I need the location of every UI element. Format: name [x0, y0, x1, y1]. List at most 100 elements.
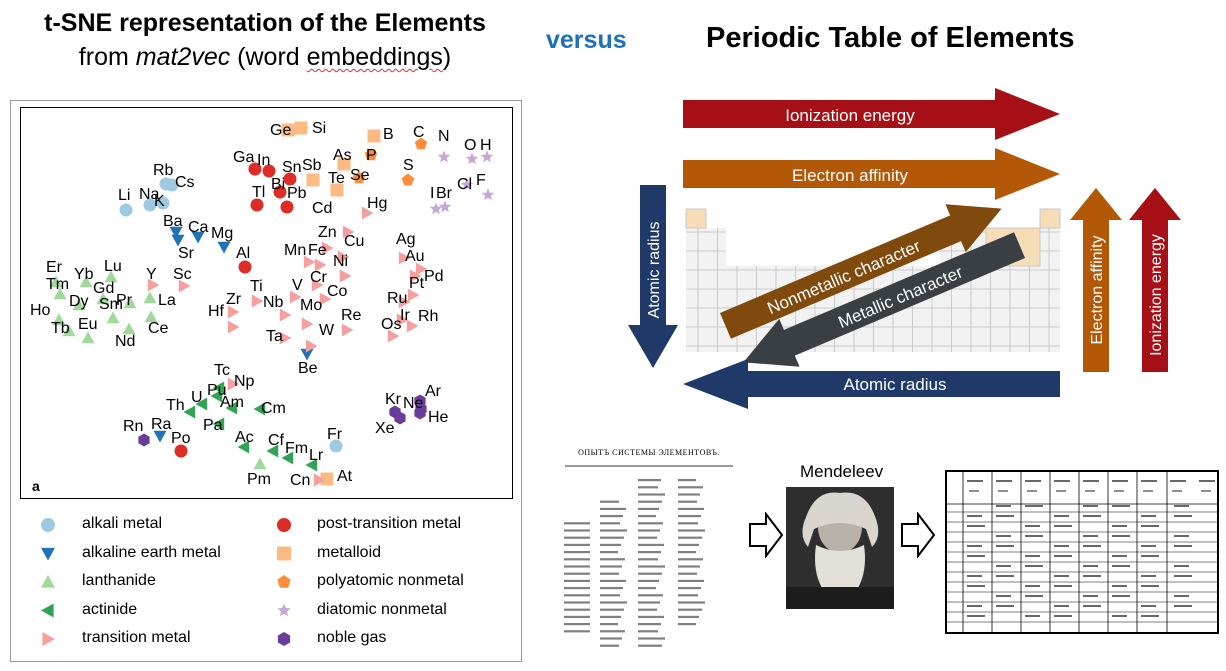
marker-fm — [281, 451, 294, 465]
marker-au — [415, 262, 428, 276]
marker-cn — [313, 473, 326, 487]
marker-er — [49, 275, 63, 288]
marker-po — [174, 444, 188, 458]
element-label-po: Po — [171, 430, 191, 447]
marker-ca — [191, 231, 205, 244]
element-label-eu: Eu — [78, 316, 98, 333]
title-mat2vec: mat2vec — [135, 43, 231, 71]
marker-li — [119, 203, 133, 217]
marker-eu — [81, 331, 95, 344]
element-label-re: Re — [341, 307, 362, 324]
marker-n — [437, 150, 451, 163]
marker-sb — [306, 173, 320, 187]
marker-fr — [329, 439, 343, 453]
element-label-ti: Ti — [250, 278, 263, 295]
element-label-cr: Cr — [310, 269, 327, 286]
marker-i — [429, 202, 443, 215]
marker-ta — [279, 331, 292, 345]
element-label-zn: Zn — [318, 224, 337, 241]
element-label-rn: Rn — [123, 418, 144, 435]
element-label-fm: Fm — [285, 440, 309, 457]
marker-ge — [281, 123, 295, 137]
marker-na — [143, 198, 157, 212]
element-label-np: Np — [234, 373, 255, 390]
marker-cf — [266, 444, 279, 458]
element-label-gd: Gd — [93, 280, 115, 297]
marker-bi — [273, 185, 287, 199]
element-label-v: V — [292, 277, 303, 294]
marker-ho — [52, 313, 66, 326]
element-label-y: Y — [146, 266, 157, 283]
affinity-vertical-label: Electron affinity — [1089, 235, 1106, 344]
marker-te — [330, 183, 344, 197]
marker-yb — [79, 275, 93, 288]
marker-fe — [314, 258, 327, 272]
title-embeddings: embeddings — [306, 43, 443, 71]
marker-sr — [171, 234, 185, 247]
marker-tm — [53, 287, 67, 300]
marker-sm — [106, 311, 120, 324]
element-label-nb: Nb — [263, 294, 284, 311]
element-label-se: Se — [350, 167, 370, 184]
left-title-line1: t-SNE representation of the Elements — [44, 9, 486, 37]
marker-lr — [305, 458, 318, 472]
element-label-ho: Ho — [30, 302, 51, 319]
marker-as — [337, 157, 351, 171]
ionization-arrow-vertical: Ionization energy — [1129, 188, 1181, 372]
element-label-hg: Hg — [367, 195, 388, 212]
element-label-te: Te — [328, 170, 345, 187]
element-label-lr: Lr — [309, 447, 324, 464]
marker-th — [183, 405, 196, 419]
element-label-he: He — [428, 409, 449, 426]
marker-os — [387, 329, 400, 343]
marker-he — [414, 406, 426, 420]
periodic-trends: Ionization energy Electron affinity Atom… — [628, 88, 1181, 409]
marker-am — [225, 401, 238, 415]
element-label-p: P — [366, 147, 377, 164]
mendeleev-label: Mendeleev — [800, 462, 884, 481]
right-title: Periodic Table of Elements — [706, 22, 1075, 54]
element-label-ge: Ge — [270, 122, 292, 139]
element-label-tb: Tb — [51, 320, 70, 337]
marker-u — [195, 397, 208, 411]
marker-y — [147, 278, 160, 292]
element-label-pm: Pm — [247, 471, 271, 488]
mendeleev-first-table: ОПЫТЪ СИСТЕМЫ ЭЛЕМЕНТОВЪ. — [560, 440, 738, 665]
element-label-co: Co — [327, 283, 348, 300]
legend-label-noble: noble gas — [317, 629, 387, 646]
marker-tl — [250, 198, 264, 212]
element-label-cs: Cs — [175, 174, 195, 191]
marker-zr — [227, 305, 240, 319]
element-label-th: Th — [166, 397, 185, 414]
marker-rn — [138, 433, 150, 447]
marker-hg — [361, 206, 374, 220]
marker-be — [300, 348, 314, 361]
radius-arrow-bottom: Atomic radius — [683, 359, 1060, 409]
element-label-sc: Sc — [173, 266, 192, 283]
legend-label-lanthanide: lanthanide — [82, 572, 156, 589]
element-label-zr: Zr — [226, 291, 242, 308]
radius-vertical-label: Atomic radius — [646, 222, 663, 319]
element-label-fe: Fe — [308, 242, 327, 259]
element-label-be: Be — [298, 360, 318, 377]
element-label-ar: Ar — [425, 383, 441, 400]
marker-c — [414, 137, 428, 150]
element-label-pd: Pd — [424, 268, 444, 285]
marker-sn — [283, 172, 297, 186]
ionization-arrow-top: Ionization energy — [683, 88, 1060, 140]
marker-at — [320, 472, 334, 486]
marker-ga — [248, 162, 262, 176]
element-label-in: In — [257, 152, 271, 169]
ionization-top-label: Ionization energy — [785, 106, 915, 125]
element-label-cn: Cn — [290, 472, 311, 489]
element-label-ta: Ta — [266, 328, 283, 345]
right-arrow-icon-1 — [749, 512, 784, 558]
marker-cr — [311, 278, 324, 292]
element-label-mo: Mo — [300, 297, 323, 314]
panel-letter: a — [32, 478, 40, 494]
marker-w — [305, 339, 318, 353]
title-suffix-c: ) — [442, 43, 452, 71]
element-label-er: Er — [46, 259, 62, 276]
element-label-c: C — [413, 124, 425, 141]
element-label-tl: Tl — [252, 184, 266, 201]
